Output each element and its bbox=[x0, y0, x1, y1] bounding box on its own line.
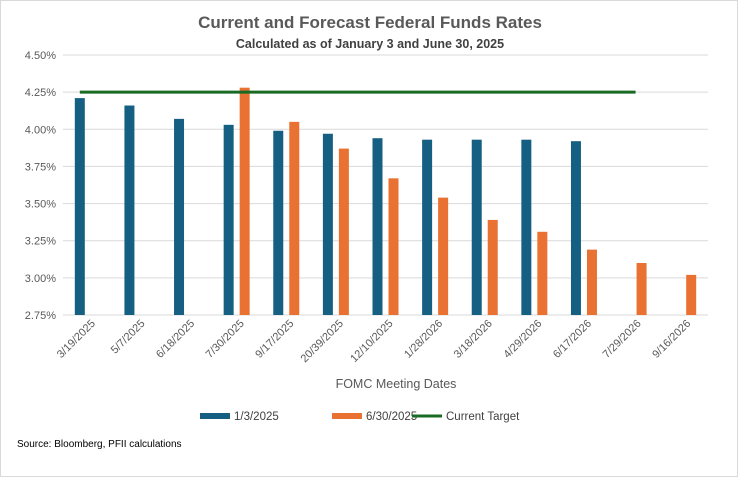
x-tick-label: 4/29/2026 bbox=[501, 318, 544, 361]
y-axis-ticks: 2.75% 3.00% 3.25% 3.50% 3.75% 4.00% 4.25% 4.50% bbox=[25, 50, 56, 322]
bar-jan-9 bbox=[521, 139, 532, 315]
bar-jan-3 bbox=[223, 124, 234, 315]
x-tick-label: 9/16/2026 bbox=[650, 318, 693, 361]
bar-jun-5 bbox=[338, 148, 349, 315]
bar-jun-6 bbox=[388, 178, 399, 315]
source-note: Source: Bloomberg, PFII calculations bbox=[17, 439, 182, 450]
y-tick-label: 4.25% bbox=[25, 87, 56, 99]
bar-jan-2 bbox=[174, 118, 185, 315]
y-tick-label: 4.00% bbox=[25, 124, 56, 136]
x-tick-label: 3/18/2026 bbox=[452, 318, 495, 361]
bar-jan-1 bbox=[124, 105, 135, 315]
bar-jan-10 bbox=[570, 141, 581, 315]
bar-jan-5 bbox=[322, 133, 333, 315]
x-tick-label: 5/7/2025 bbox=[109, 318, 148, 357]
bar-jun-12 bbox=[686, 274, 697, 315]
x-tick-label: 20/39/2025 bbox=[299, 318, 346, 365]
bar-jun-3 bbox=[239, 87, 250, 315]
x-tick-label: 7/29/2026 bbox=[601, 318, 644, 361]
legend: 1/3/2025 6/30/2025 Current Target bbox=[200, 411, 520, 423]
y-tick-label: 2.75% bbox=[25, 310, 56, 322]
bar-jan-8 bbox=[471, 139, 482, 315]
x-tick-label: 3/19/2025 bbox=[55, 318, 98, 361]
x-tick-label: 12/10/2025 bbox=[348, 318, 395, 365]
y-tick-label: 3.25% bbox=[25, 236, 56, 248]
y-tick-label: 3.00% bbox=[25, 273, 56, 285]
y-tick-label: 3.50% bbox=[25, 199, 56, 211]
bar-jun-4 bbox=[289, 121, 300, 315]
bars bbox=[74, 87, 697, 315]
x-tick-label: 6/18/2025 bbox=[154, 318, 197, 361]
x-tick-label: 9/17/2025 bbox=[253, 318, 296, 361]
bar-jan-4 bbox=[273, 130, 284, 315]
gridlines bbox=[63, 54, 708, 316]
legend-swatch-0 bbox=[200, 413, 230, 419]
legend-label-0: 1/3/2025 bbox=[234, 411, 279, 423]
chart-title: Current and Forecast Federal Funds Rates bbox=[198, 13, 542, 32]
x-tick-label: 6/17/2026 bbox=[551, 318, 594, 361]
bar-jun-10 bbox=[586, 249, 597, 315]
x-tick-label: 1/28/2026 bbox=[402, 318, 445, 361]
y-tick-label: 4.50% bbox=[25, 50, 56, 62]
bar-jun-8 bbox=[487, 219, 498, 315]
chart-subtitle: Calculated as of January 3 and June 30, … bbox=[236, 37, 504, 51]
bar-jun-11 bbox=[636, 263, 647, 315]
bar-jan-7 bbox=[422, 139, 433, 315]
x-axis-title: FOMC Meeting Dates bbox=[336, 377, 457, 391]
legend-label-2: Current Target bbox=[446, 411, 520, 423]
bar-jun-7 bbox=[438, 197, 449, 315]
bar-jun-9 bbox=[537, 231, 548, 315]
bar-jan-0 bbox=[74, 98, 85, 315]
x-tick-label: 7/30/2025 bbox=[204, 318, 247, 361]
legend-label-1: 6/30/2025 bbox=[366, 411, 417, 423]
x-axis-ticks: 3/19/2025 5/7/2025 6/18/2025 7/30/2025 9/17/… bbox=[55, 318, 693, 365]
bar-jan-6 bbox=[372, 138, 383, 315]
y-tick-label: 3.75% bbox=[25, 161, 56, 173]
legend-swatch-1 bbox=[332, 413, 362, 419]
